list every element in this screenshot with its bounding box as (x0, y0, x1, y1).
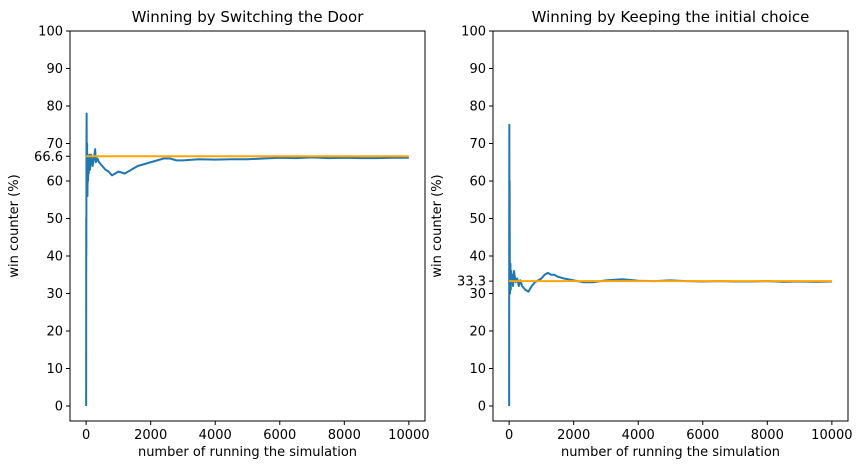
plot-lines (85, 112, 409, 407)
y-tick-label: 20 (46, 325, 63, 340)
y-tick-label: 60 (46, 175, 63, 190)
y-tick-label: 100 (461, 25, 486, 40)
y-axis-label: win counter (%) (430, 174, 445, 277)
plot-lines (508, 123, 832, 407)
x-axis-label: number of running the simulation (138, 445, 357, 460)
y-tick-label: 0 (55, 400, 63, 415)
x-tick-label: 8000 (328, 428, 361, 443)
y-tick-label-highlight: 66.6 (34, 150, 63, 165)
chart-title: Winning by Keeping the initial choice (532, 8, 810, 26)
win-rate-line (85, 112, 409, 407)
y-tick-label: 10 (469, 362, 486, 377)
x-tick-label: 4000 (199, 428, 232, 443)
chart-keeping-choice: Winning by Keeping the initial choice nu… (430, 8, 853, 460)
axis-ticks: 0 2000 4000 6000 8000 10000 0 10 20 30 40 50 60 70 80 9… (34, 25, 429, 444)
y-tick-label: 0 (478, 400, 486, 415)
y-axis-label: win counter (%) (7, 174, 22, 277)
y-tick-label-highlight: 33.3 (457, 275, 486, 290)
y-tick-label: 70 (46, 137, 63, 152)
win-rate-line (508, 123, 832, 407)
y-tick-label: 50 (469, 212, 486, 227)
y-tick-label: 80 (46, 100, 63, 115)
y-tick-label: 60 (469, 175, 486, 190)
y-tick-label: 90 (46, 62, 63, 77)
y-tick-label: 50 (46, 212, 63, 227)
axis-ticks: 0 2000 4000 6000 8000 10000 0 10 20 30 40 50 60 70 80 9… (457, 25, 852, 444)
x-tick-label: 6000 (686, 428, 719, 443)
x-tick-label: 0 (82, 428, 90, 443)
axes-frame (492, 30, 849, 422)
x-tick-label: 10000 (811, 428, 852, 443)
y-tick-label: 40 (469, 250, 486, 265)
chart-switching-door: Winning by Switching the Door number of … (7, 8, 430, 460)
y-tick-label: 40 (46, 250, 63, 265)
y-tick-label: 30 (46, 287, 63, 302)
y-tick-label: 10 (46, 362, 63, 377)
x-tick-label: 2000 (557, 428, 590, 443)
chart-title: Winning by Switching the Door (132, 8, 365, 26)
x-tick-label: 6000 (263, 428, 296, 443)
x-tick-label: 0 (505, 428, 513, 443)
y-tick-label: 90 (469, 62, 486, 77)
y-tick-label: 100 (38, 25, 63, 40)
y-tick-label: 30 (469, 287, 486, 302)
x-axis-label: number of running the simulation (561, 445, 780, 460)
x-tick-label: 10000 (388, 428, 429, 443)
axes-frame (69, 30, 426, 422)
y-tick-label: 80 (469, 100, 486, 115)
x-tick-label: 8000 (751, 428, 784, 443)
y-tick-label: 70 (469, 137, 486, 152)
x-tick-label: 4000 (622, 428, 655, 443)
x-tick-label: 2000 (134, 428, 167, 443)
y-tick-label: 20 (469, 325, 486, 340)
